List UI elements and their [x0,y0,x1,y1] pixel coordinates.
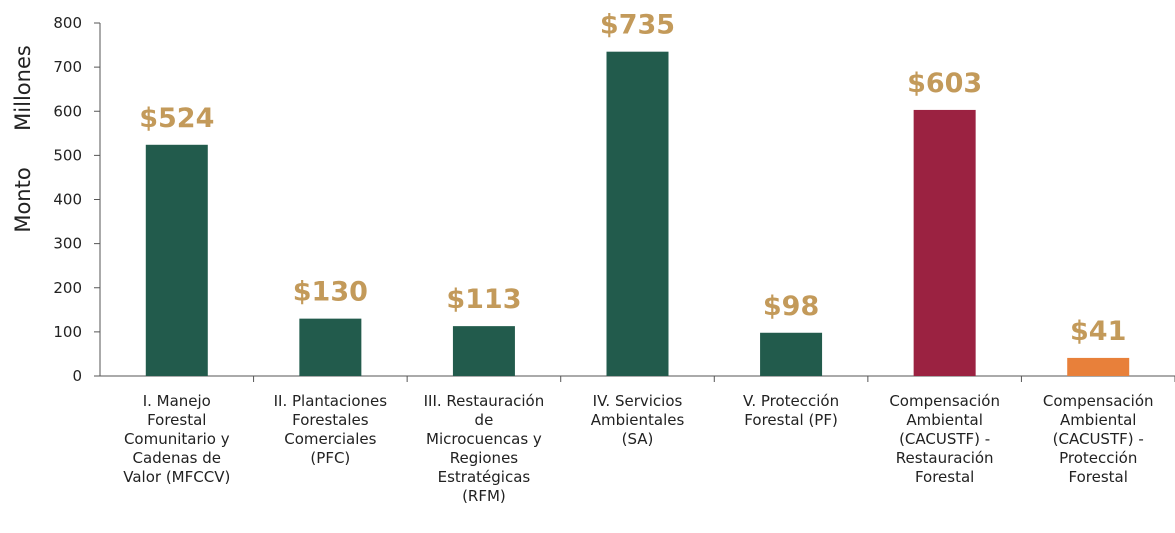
bar [913,109,976,377]
bar [452,326,515,376]
x-tick-label: IV. Servicios Ambientales (SA) [591,392,685,448]
value-label: $41 [1070,316,1126,347]
y-tick-label: 400 [53,191,82,209]
y-tick-label: 0 [72,367,82,385]
value-label: $603 [907,68,982,99]
bar [299,318,362,376]
bar [760,332,823,376]
bar [606,51,669,377]
x-tick-label: I. Manejo Forestal Comunitario y Cadenas de… [123,392,230,486]
y-tick-label: 100 [53,323,82,341]
y-tick-label: 700 [53,58,82,76]
bar [1067,357,1130,376]
x-tick-label: Compensación Ambiental (CACUSTF) -Protecci… [1043,392,1154,486]
value-label: $98 [763,291,819,322]
value-label: $130 [293,277,368,308]
x-tick-label: Compensación Ambiental (CACUSTF) -Restaura… [889,392,1000,486]
value-label: $524 [139,103,214,134]
value-label: $113 [446,284,521,315]
y-tick-label: 300 [53,235,82,253]
y-axis-label: Monto [11,167,35,232]
x-tick-label: III. Restauración de Microcuencas y Regione… [424,392,545,505]
y-tick-label: 600 [53,102,82,120]
x-tick-label: V. Protección Forestal (PF) [743,392,839,429]
y-tick-label: 200 [53,279,82,297]
x-tick-label: II. Plantaciones Forestales Comerciales (PF… [274,392,388,467]
y-axis-unit: Millones [11,45,35,131]
y-tick-label: 800 [53,14,82,32]
bar [145,144,208,376]
value-label: $735 [600,10,675,41]
y-tick-label: 500 [53,146,82,164]
